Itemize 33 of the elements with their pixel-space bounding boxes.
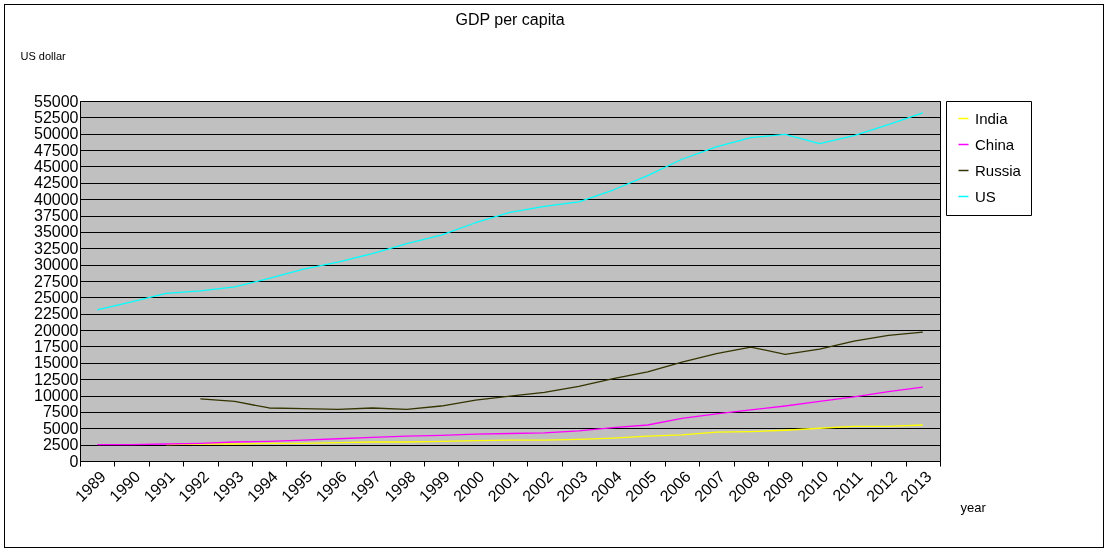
y-tick-label: 55000	[34, 92, 79, 110]
y-tick-label: 35000	[34, 223, 79, 241]
y-tick-label: 25000	[34, 288, 79, 306]
y-tick-label: 50000	[34, 125, 79, 143]
legend-label: US	[975, 187, 996, 205]
y-tick-label: 37500	[34, 207, 79, 225]
y-tick-label: 47500	[34, 141, 79, 159]
y-tick-label: 45000	[34, 157, 79, 175]
x-axis-title: year	[960, 499, 987, 515]
y-tick-label: 5000	[42, 419, 79, 437]
y-tick-label: 30000	[34, 256, 79, 274]
y-tick-label: 0	[69, 452, 79, 470]
y-tick-label: 22500	[34, 305, 79, 323]
y-tick-label: 2500	[42, 436, 79, 454]
y-tick-label: 40000	[34, 190, 79, 208]
y-tick-label: 7500	[42, 403, 79, 421]
chart-title: GDP per capita	[455, 11, 565, 28]
line-series	[199, 331, 924, 410]
y-tick-label: 42500	[34, 174, 79, 192]
y-tick-label: 10000	[34, 387, 79, 405]
legend-label: Russia	[975, 161, 1022, 179]
line-series	[96, 386, 924, 446]
y-tick-label: 27500	[34, 272, 79, 290]
y-tick-label: 52500	[34, 108, 79, 126]
y-tick-label: 12500	[34, 370, 79, 388]
y-tick-label: 20000	[34, 321, 79, 339]
legend-label: China	[975, 135, 1015, 153]
y-axis-title: US dollar	[20, 49, 67, 62]
y-tick-label: 15000	[34, 354, 79, 372]
y-tick-label: 32500	[34, 239, 79, 257]
line-series	[96, 112, 924, 311]
y-tick-label: 17500	[34, 337, 79, 355]
legend-label: India	[975, 109, 1009, 127]
